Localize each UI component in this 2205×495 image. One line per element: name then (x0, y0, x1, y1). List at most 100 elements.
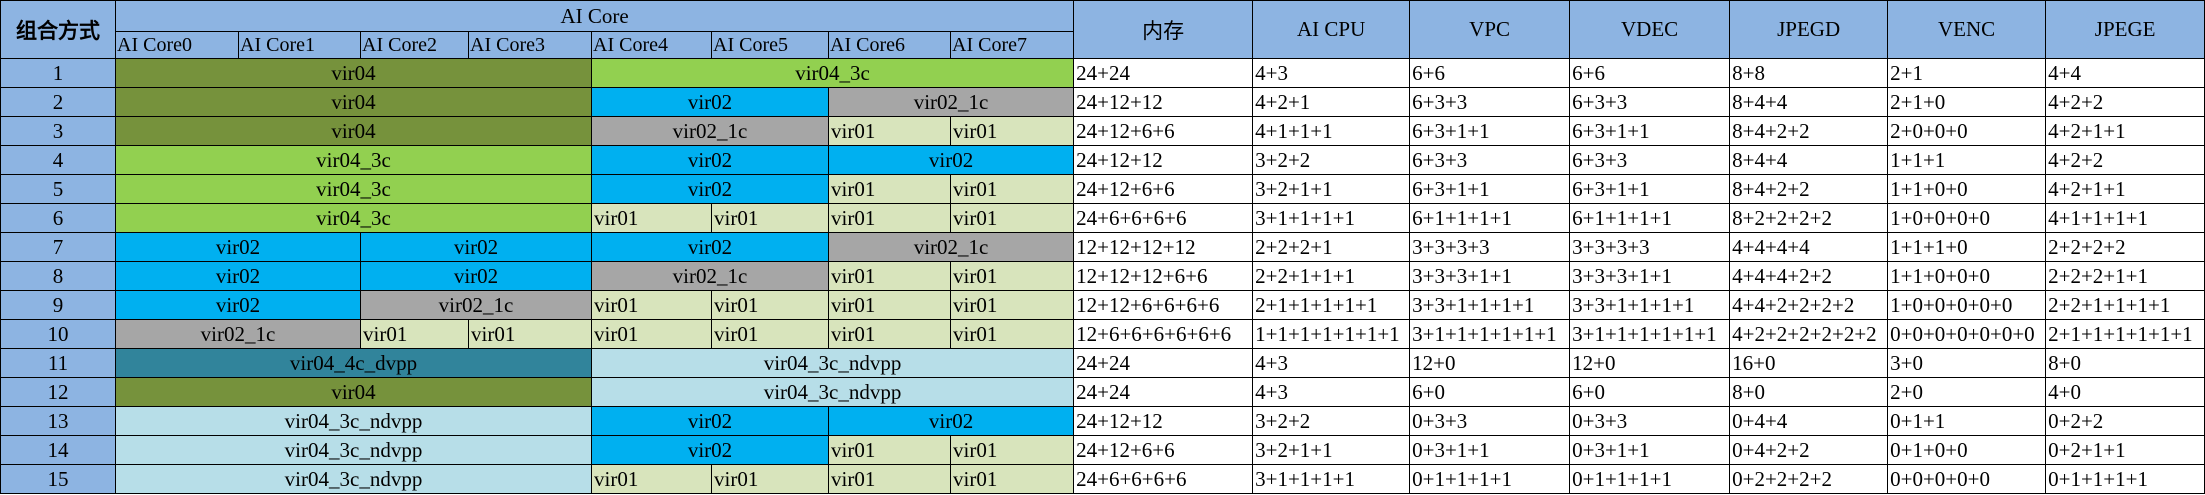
ai-core-segment: vir01 (828, 174, 951, 204)
jpegd-cell: 8+4+2+2 (1729, 116, 1889, 146)
jpegd-cell: 8+4+4 (1729, 145, 1889, 175)
header-core-0: AI Core0 (115, 31, 239, 59)
ai-core-segment: vir02_1c (591, 261, 829, 291)
ai-core-segment: vir01 (591, 290, 712, 320)
ai-core-segment: vir02_1c (827, 232, 1075, 262)
ai-core-segment: vir02 (827, 145, 1075, 175)
venc-cell: 0+1+0+0 (1887, 435, 2047, 465)
ai-core-segment: vir01 (828, 203, 951, 233)
vdec-cell: 0+3+1+1 (1569, 435, 1731, 465)
header-vpc: VPC (1409, 0, 1571, 59)
jpege-cell: 4+2+1+1 (2045, 174, 2205, 204)
vpc-cell: 0+3+3 (1409, 406, 1571, 436)
vdec-cell: 6+3+1+1 (1569, 116, 1731, 146)
combo-id-cell: 9 (0, 290, 116, 320)
table-row: 4 vir04_3c vir02 vir02 24+12+12 3+2+2 6+3+3 6+3… (0, 145, 2205, 175)
ai-core-segment: vir02 (591, 174, 829, 204)
memory-cell: 24+24 (1073, 348, 1254, 378)
table-row: 8 vir02 vir02 vir02_1c vir01 vir01 12+12+12+6+… (0, 261, 2205, 291)
jpegd-cell: 4+4+4+2+2 (1729, 261, 1889, 291)
ai-core-segment: vir02 (115, 261, 361, 291)
ai-core-segment: vir04_3c_ndvpp (115, 435, 592, 465)
combo-id-cell: 14 (0, 435, 116, 465)
ai-core-segment: vir01 (949, 435, 1075, 465)
header-vdec: VDEC (1569, 0, 1731, 59)
vdec-cell: 3+3+1+1+1+1 (1569, 290, 1731, 320)
ai-core-segment: vir02 (591, 145, 829, 175)
jpegd-cell: 16+0 (1729, 348, 1889, 378)
jpegd-cell: 0+2+2+2+2 (1729, 464, 1889, 494)
jpege-cell: 4+4 (2045, 58, 2205, 88)
ai-core-segment: vir04_3c_ndvpp (590, 377, 1075, 407)
memory-cell: 12+12+12+12 (1073, 232, 1254, 262)
memory-cell: 24+12+12 (1073, 406, 1254, 436)
jpege-cell: 8+0 (2045, 348, 2205, 378)
jpegd-cell: 8+4+4 (1729, 87, 1889, 117)
header-core-2: AI Core2 (360, 31, 469, 59)
combo-id-cell: 10 (0, 319, 116, 349)
ai-core-segment: vir01 (949, 464, 1075, 494)
header-venc: VENC (1887, 0, 2047, 59)
ai-core-segment: vir04 (115, 87, 592, 117)
table-row: 5 vir04_3c vir02 vir01 vir01 24+12+6+6 3+2+1+1… (0, 174, 2205, 204)
ai-core-segment: vir01 (949, 290, 1075, 320)
ai-cpu-cell: 3+1+1+1+1 (1252, 464, 1411, 494)
jpege-cell: 2+1+1+1+1+1+1 (2045, 319, 2205, 349)
ai-cpu-cell: 1+1+1+1+1+1+1 (1252, 319, 1411, 349)
vpc-cell: 3+3+1+1+1+1 (1409, 290, 1571, 320)
jpegd-cell: 0+4+4 (1729, 406, 1889, 436)
ai-cpu-cell: 3+2+1+1 (1252, 435, 1411, 465)
ai-core-segment: vir04_3c (115, 203, 592, 233)
ai-core-segment: vir02 (591, 406, 829, 436)
combo-id-cell: 3 (0, 116, 116, 146)
header-jpege: JPEGE (2045, 0, 2205, 59)
vdec-cell: 0+1+1+1+1 (1569, 464, 1731, 494)
ai-core-segment: vir01 (468, 319, 592, 349)
ai-core-segment: vir01 (711, 319, 829, 349)
combo-id-cell: 13 (0, 406, 116, 436)
table-row: 6 vir04_3c vir01 vir01 vir01 vir01 24+6+6+6+6 3… (0, 203, 2205, 233)
vdec-cell: 6+0 (1569, 377, 1731, 407)
ai-core-segment: vir01 (949, 319, 1075, 349)
vdec-cell: 3+3+3+1+1 (1569, 261, 1731, 291)
vdec-cell: 12+0 (1569, 348, 1731, 378)
ai-core-segment: vir04_3c (115, 145, 592, 175)
ai-core-segment: vir01 (949, 261, 1075, 291)
jpegd-cell: 4+2+2+2+2+2+2 (1729, 319, 1889, 349)
vpc-cell: 0+1+1+1+1 (1409, 464, 1571, 494)
ai-core-segment: vir02_1c (591, 116, 829, 146)
venc-cell: 1+1+1 (1887, 145, 2047, 175)
venc-cell: 1+0+0+0+0+0 (1887, 290, 2047, 320)
jpege-cell: 4+2+1+1 (2045, 116, 2205, 146)
jpegd-cell: 4+4+2+2+2+2 (1729, 290, 1889, 320)
ai-core-segment: vir02 (360, 232, 592, 262)
ai-core-segment: vir01 (828, 319, 951, 349)
jpege-cell: 4+1+1+1+1 (2045, 203, 2205, 233)
vpc-cell: 6+3+1+1 (1409, 116, 1571, 146)
jpegd-cell: 8+4+2+2 (1729, 174, 1889, 204)
jpege-cell: 4+0 (2045, 377, 2205, 407)
venc-cell: 1+0+0+0+0 (1887, 203, 2047, 233)
header-core-6: AI Core6 (828, 31, 951, 59)
memory-cell: 12+6+6+6+6+6+6 (1073, 319, 1254, 349)
vdec-cell: 6+1+1+1+1 (1569, 203, 1731, 233)
venc-cell: 2+1+0 (1887, 87, 2047, 117)
memory-cell: 24+24 (1073, 377, 1254, 407)
vpc-cell: 3+3+3+1+1 (1409, 261, 1571, 291)
ai-core-segment: vir01 (711, 464, 829, 494)
header-memory: 内存 (1073, 0, 1254, 59)
ai-cpu-cell: 4+1+1+1 (1252, 116, 1411, 146)
ai-core-segment: vir02 (115, 290, 361, 320)
combo-id-cell: 7 (0, 232, 116, 262)
jpegd-cell: 0+4+2+2 (1729, 435, 1889, 465)
venc-cell: 0+1+1 (1887, 406, 2047, 436)
jpege-cell: 2+2+1+1+1+1 (2045, 290, 2205, 320)
combo-id-cell: 5 (0, 174, 116, 204)
table-row: 7 vir02 vir02 vir02 vir02_1c 12+12+12+12 2+2+2… (0, 232, 2205, 262)
jpegd-cell: 8+2+2+2+2 (1729, 203, 1889, 233)
ai-core-segment: vir04_3c (115, 174, 592, 204)
combo-id-cell: 12 (0, 377, 116, 407)
ai-core-segment: vir01 (949, 116, 1075, 146)
ai-core-segment: vir01 (828, 261, 951, 291)
